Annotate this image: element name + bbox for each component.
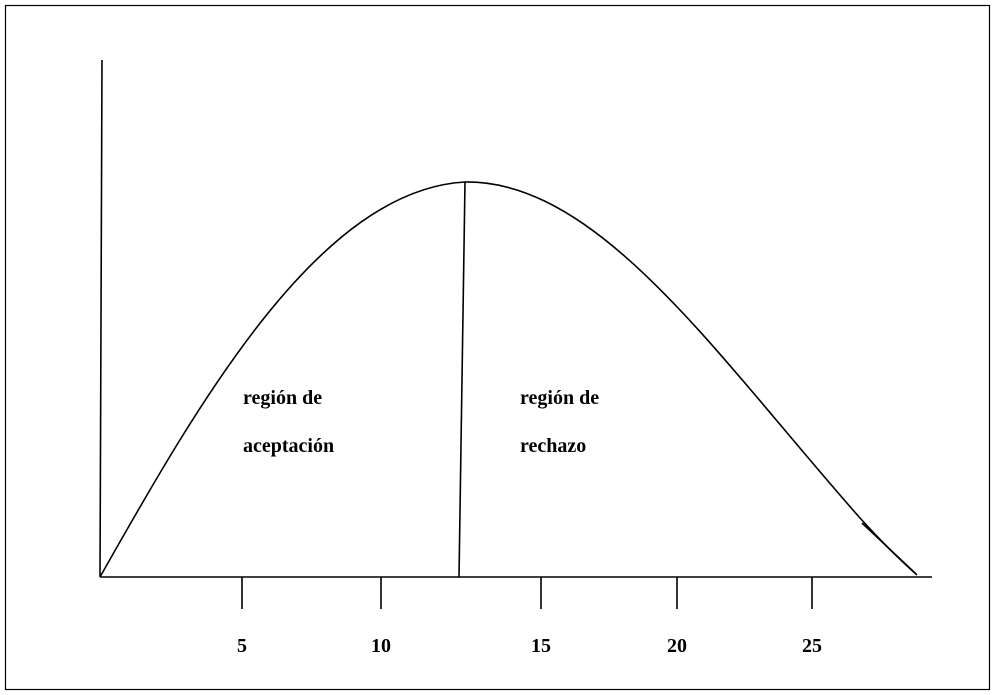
tick-label: 15	[531, 635, 551, 657]
region-label: aceptación	[243, 435, 334, 457]
y-axis	[99, 59, 103, 578]
distribution-curve	[99, 181, 918, 578]
region-label: región de	[243, 387, 322, 409]
tick-label: 25	[802, 635, 822, 657]
curve-tail	[861, 522, 916, 574]
frame	[4, 4, 991, 691]
region-label: rechazo	[520, 435, 586, 457]
tick-label: 20	[667, 635, 687, 657]
tick-label: 10	[371, 635, 391, 657]
region-label: región de	[520, 387, 599, 409]
tick-label: 5	[237, 635, 247, 657]
critical-line	[458, 181, 466, 578]
